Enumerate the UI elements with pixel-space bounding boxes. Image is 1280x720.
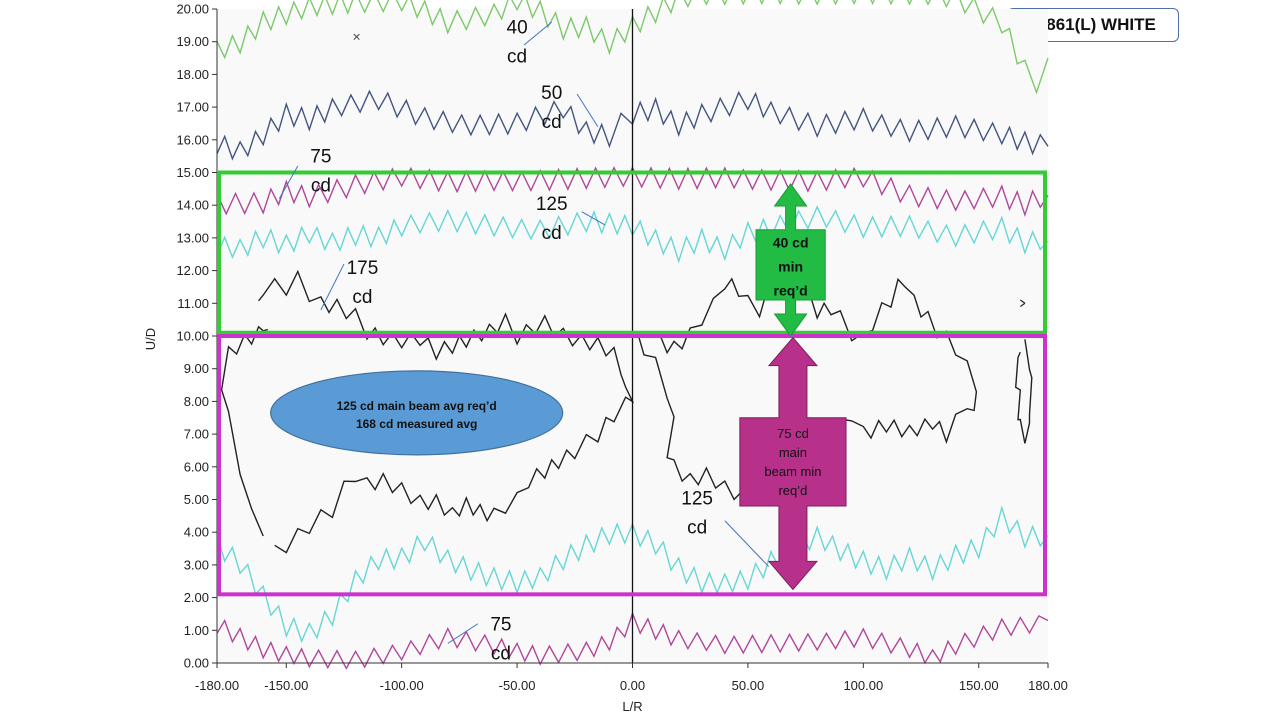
avg-ellipse-label: 168 cd measured avg	[356, 417, 477, 431]
region-box-0	[217, 170, 1047, 335]
y-tick-label: 17.00	[176, 100, 209, 115]
x-tick-label: 0.00	[620, 678, 645, 693]
x-tick-label: -150.00	[264, 678, 308, 693]
avg-ellipse-label: 125 cd main beam avg req’d	[337, 399, 497, 413]
annotation-leader	[278, 165, 299, 199]
series-line-3	[216, 205, 1049, 264]
y-tick-label: 13.00	[176, 230, 209, 245]
annotation-leader	[320, 263, 345, 311]
magenta-arrow-label: beam min	[764, 464, 821, 479]
contour-annotation: 125	[536, 194, 568, 215]
y-tick-label: 4.00	[184, 525, 209, 540]
x-tick-label: -50.00	[499, 678, 536, 693]
contour-annotation: cd	[687, 517, 707, 538]
x-tick-label: 180.00	[1028, 678, 1068, 693]
x-tick-label: -180.00	[195, 678, 239, 693]
avg-ellipse	[270, 370, 564, 456]
y-tick-label: 2.00	[184, 590, 209, 605]
annotation-leader	[523, 21, 553, 46]
magenta-arrow-label: 75 cd	[777, 426, 809, 441]
y-tick-label: 5.00	[184, 492, 209, 507]
y-tick-label: 0.00	[184, 656, 209, 671]
x-tick-label: -100.00	[380, 678, 424, 693]
contour-annotation: cd	[542, 112, 562, 133]
y-tick-label: 18.00	[176, 67, 209, 82]
x-tick-label: 50.00	[732, 678, 765, 693]
region-box-1	[217, 334, 1047, 597]
contour-annotation: 50	[541, 83, 562, 104]
contour-annotation: 40	[507, 18, 528, 39]
x-axis-title: L/R	[622, 699, 642, 714]
contour-annotation: 175	[347, 258, 379, 279]
magenta-arrow-label: main	[779, 445, 807, 460]
series-line-5	[216, 611, 1049, 670]
y-axis-title: U/D	[143, 328, 158, 350]
y-tick-label: 15.00	[176, 165, 209, 180]
series-line-0	[216, 0, 1049, 95]
cross-marker: ×	[353, 29, 361, 45]
y-tick-label: 1.00	[184, 623, 209, 638]
y-tick-label: 3.00	[184, 557, 209, 572]
x-tick-label: 100.00	[843, 678, 883, 693]
y-tick-label: 12.00	[176, 263, 209, 278]
y-tick-label: 10.00	[176, 329, 209, 344]
y-tick-label: 14.00	[176, 198, 209, 213]
contour-annotation: cd	[352, 287, 372, 308]
magenta-double-arrow	[739, 336, 847, 591]
green-arrow-label: 40 cd	[773, 235, 809, 251]
contour-annotation: 125	[681, 488, 713, 509]
y-tick-label: 19.00	[176, 34, 209, 49]
annotation-leader	[724, 520, 770, 567]
contour-annotation: cd	[491, 643, 511, 664]
series-line-9	[1014, 339, 1033, 444]
contour-annotation: 75	[310, 147, 331, 168]
x-tick-label: 150.00	[959, 678, 999, 693]
contour-tip-mark	[1019, 299, 1026, 308]
green-arrow-label: min	[778, 259, 803, 275]
y-tick-label: 16.00	[176, 132, 209, 147]
y-tick-label: 11.00	[177, 296, 209, 311]
y-tick-label: 6.00	[184, 459, 209, 474]
annotation-leader	[447, 623, 479, 644]
contour-annotation: 75	[490, 614, 511, 635]
y-tick-label: 7.00	[184, 427, 209, 442]
green-double-arrow	[755, 183, 826, 337]
y-tick-label: 9.00	[184, 361, 209, 376]
y-tick-label: 8.00	[184, 394, 209, 409]
series-line-7	[220, 325, 268, 537]
annotation-leader	[576, 93, 599, 127]
contour-annotation: cd	[507, 47, 527, 68]
green-arrow-label: req’d	[774, 283, 808, 299]
y-tick-label: 20.00	[176, 2, 209, 17]
contour-annotation: cd	[311, 176, 331, 197]
annotation-leader	[581, 211, 606, 226]
contour-annotation: cd	[542, 223, 562, 244]
magenta-arrow-label: req’d	[778, 483, 807, 498]
